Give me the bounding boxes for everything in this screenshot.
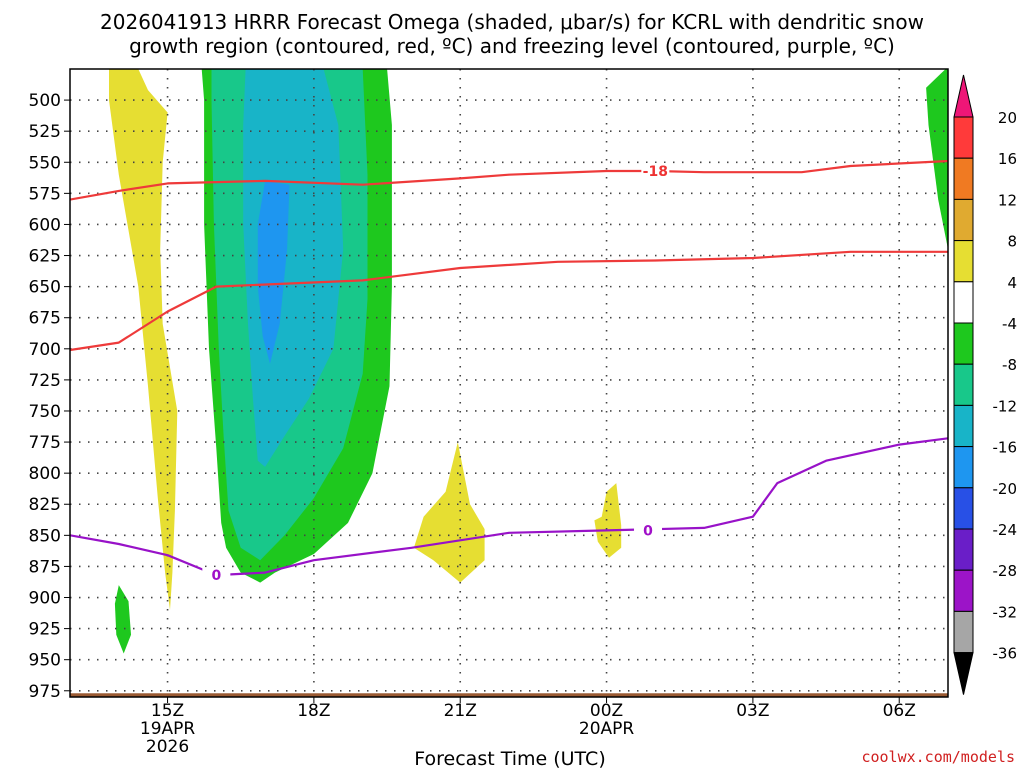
x-tick-label: 19APR <box>140 719 196 739</box>
contours <box>70 159 948 577</box>
x-tick-label: 2026 <box>146 737 189 757</box>
colorbar-swatch <box>953 404 974 448</box>
colorbar-swatch <box>953 116 974 159</box>
y-tick-label: 725 <box>29 371 61 391</box>
colorbar-swatch <box>953 569 974 612</box>
omega-region-updraft-midday <box>413 442 485 583</box>
colorbar-label: -32 <box>993 603 1018 621</box>
colorbar-label: -24 <box>993 521 1018 539</box>
y-tick-label: 925 <box>29 620 61 640</box>
y-tick-label: 875 <box>29 557 61 577</box>
x-tick-label: 00Z <box>590 701 623 721</box>
contour-label: 0 <box>211 568 221 584</box>
omega-region-subsidence-right-edge <box>926 69 948 250</box>
y-tick-label: 825 <box>29 495 61 515</box>
y-tick-label: 850 <box>29 526 61 546</box>
dgz-contour-minus18 <box>70 159 948 201</box>
contour-label-bg <box>202 567 231 584</box>
x-tick-label: 15Z <box>151 701 184 721</box>
y-tick-label: 950 <box>29 651 61 671</box>
colorbar-swatch <box>953 446 974 489</box>
colorbar-swatch <box>953 528 974 571</box>
colorbar-swatch <box>953 240 974 283</box>
colorbar-label: 8 <box>1007 233 1017 251</box>
omega-region-small-green-cell-lowlevel <box>114 585 131 654</box>
colorbar-label: 16 <box>998 150 1017 168</box>
colorbar-arrow-bottom <box>953 652 974 695</box>
y-tick-label: 700 <box>29 340 61 360</box>
colorbar-label: -4 <box>1002 315 1017 333</box>
y-tick-label: 550 <box>29 153 61 173</box>
colorbar-swatch <box>953 610 974 654</box>
y-tick-label: 775 <box>29 433 61 453</box>
y-tick-label: 650 <box>29 278 61 298</box>
contour-label-bg <box>641 162 670 179</box>
y-tick-label: 575 <box>29 184 61 204</box>
colorbar-swatch <box>953 322 974 365</box>
y-tick-label: 900 <box>29 589 61 609</box>
y-axis: 500 525 550 575 600 625 650 675 700 725 750 775 800 8… <box>29 91 70 702</box>
y-tick-label: 525 <box>29 122 61 142</box>
colorbar-label: -12 <box>993 397 1018 415</box>
colorbar: 20 16 12 8 4 -4 -8 -12 -16 -20 -24 -28 -32 -36 <box>953 74 1018 695</box>
plot-area: -18 0 0 500 525 550 575 600 625 650 675 700 725 750 77… <box>29 68 949 757</box>
colorbar-label: -16 <box>993 439 1018 457</box>
chart-title-line2: growth region (contoured, red, ºC) and f… <box>129 34 895 58</box>
y-tick-label: 675 <box>29 309 61 329</box>
x-axis-label: Forecast Time (UTC) <box>414 748 605 768</box>
x-tick-label: 21Z <box>444 701 477 721</box>
ground-surface <box>70 693 948 697</box>
colorbar-label: 12 <box>998 191 1017 209</box>
omega-region-updraft-descending-left <box>109 69 178 610</box>
y-tick-label: 500 <box>29 91 61 111</box>
freezing-level-contour <box>70 437 948 577</box>
colorbar-label: 4 <box>1007 274 1017 292</box>
colorbar-arrow-top <box>953 74 974 118</box>
y-tick-label: 975 <box>29 682 61 702</box>
omega-region-updraft-evening <box>594 483 622 558</box>
contour-label: -18 <box>643 164 668 180</box>
chart-title-line1: 2026041913 HRRR Forecast Omega (shaded, … <box>100 10 924 34</box>
plot-frame <box>69 68 949 698</box>
colorbar-swatch <box>953 157 974 200</box>
credit-text: coolwx.com/models <box>861 748 1015 766</box>
omega-shading <box>70 69 948 697</box>
y-tick-label: 800 <box>29 464 61 484</box>
colorbar-label: -36 <box>993 645 1018 663</box>
dgz-contour-minus12 <box>70 250 948 352</box>
contour-label: 0 <box>643 523 653 539</box>
colorbar-label: 20 <box>998 109 1017 127</box>
colorbar-label: -20 <box>993 480 1018 498</box>
y-tick-label: 625 <box>29 247 61 267</box>
colorbar-swatch <box>953 363 974 406</box>
omega-region-main-subsidence-core <box>257 180 290 364</box>
omega-region-main-subsidence-inner <box>243 69 344 467</box>
y-tick-label: 600 <box>29 215 61 235</box>
x-tick-label: 18Z <box>297 701 330 721</box>
colorbar-swatch <box>953 487 974 530</box>
colorbar-label: -28 <box>993 562 1018 580</box>
colorbar-label: -8 <box>1002 356 1017 374</box>
x-tick-label: 20APR <box>579 719 635 739</box>
x-tick-label: 06Z <box>883 701 916 721</box>
contour-label-bg <box>634 522 663 539</box>
y-tick-label: 750 <box>29 402 61 422</box>
grid <box>70 69 948 697</box>
x-tick-label: 03Z <box>736 701 769 721</box>
colorbar-swatch <box>953 198 974 242</box>
colorbar-swatch <box>953 281 974 324</box>
